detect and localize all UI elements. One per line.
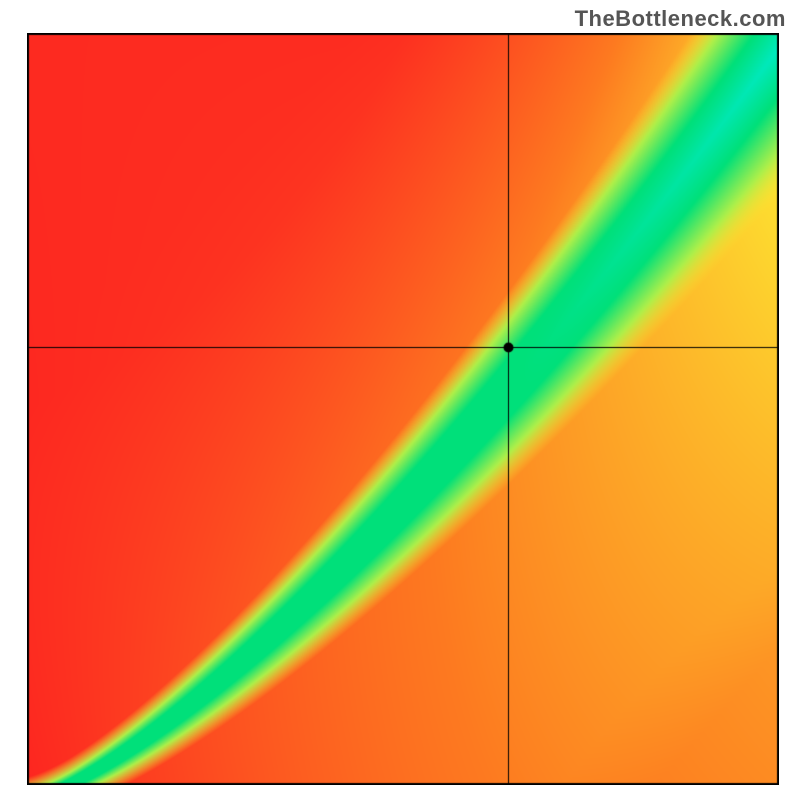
heatmap-canvas bbox=[27, 33, 779, 785]
watermark-text: TheBottleneck.com bbox=[575, 6, 786, 32]
chart-root: TheBottleneck.com bbox=[0, 0, 800, 800]
plot-area bbox=[27, 33, 779, 785]
